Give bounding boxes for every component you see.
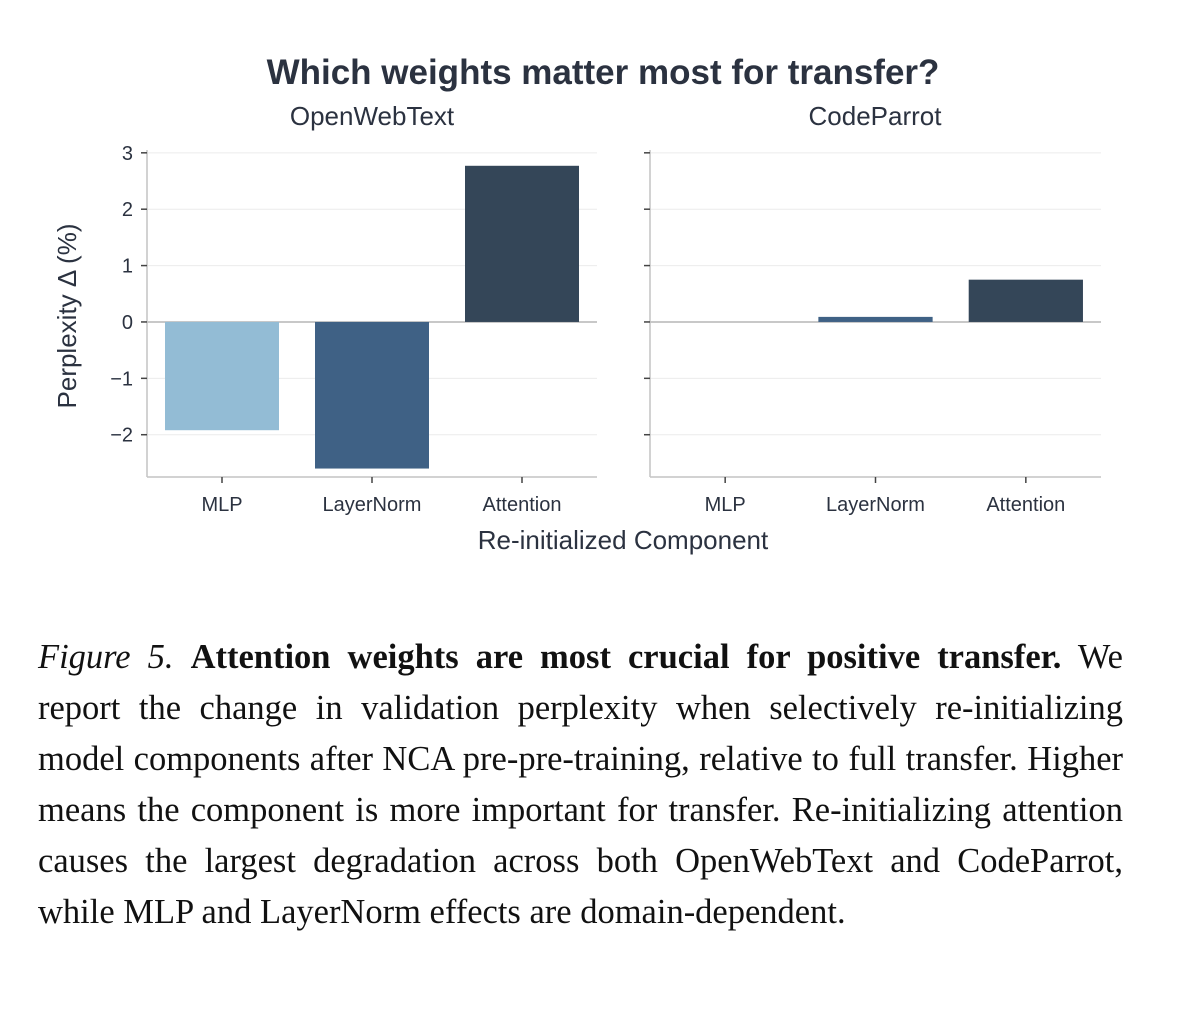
caption-bold-text: Attention weights are most crucial for p…	[190, 638, 1062, 676]
y-tick-label: 0	[122, 312, 133, 334]
figure-caption: Figure 5. Attention weights are most cru…	[38, 632, 1123, 938]
caption-label: Figure 5.	[38, 638, 174, 676]
x-tick-label: MLP	[201, 494, 242, 516]
y-tick-label: 2	[122, 199, 133, 221]
chart-title: Which weights matter most for transfer?	[267, 53, 940, 92]
y-tick-label: 1	[122, 256, 133, 278]
panel-title-openwebtext: OpenWebText	[290, 101, 455, 131]
bar-layernorm	[818, 316, 933, 322]
caption-body: We report the change in validation perpl…	[38, 638, 1123, 931]
x-tick-label: LayerNorm	[826, 494, 925, 516]
panel-title-codeparrot: CodeParrot	[809, 101, 943, 131]
x-tick-label: Attention	[986, 494, 1065, 516]
bar-layernorm	[315, 321, 429, 469]
x-axis-label: Re-initialized Component	[478, 525, 769, 555]
y-tick-label: 3	[122, 143, 133, 165]
y-tick-label: −1	[110, 368, 133, 390]
bar-attention	[968, 279, 1083, 322]
y-tick-label: −2	[110, 425, 133, 447]
bar-mlp	[165, 321, 279, 431]
panel-codeparrot: CodeParrot MLP LayerNorm Attention	[644, 101, 1101, 516]
x-tick-label: Attention	[483, 494, 562, 516]
figure-chart: Which weights matter most for transfer? …	[52, 53, 1101, 555]
x-tick-label: LayerNorm	[323, 494, 422, 516]
x-tick-label: MLP	[705, 494, 746, 516]
panel-openwebtext: OpenWebText 3 2 1 0 −1 −2 MLP LayerNorm Attentio…	[110, 101, 597, 516]
y-axis-label: Perplexity Δ (%)	[52, 224, 82, 409]
bar-attention	[465, 165, 579, 322]
